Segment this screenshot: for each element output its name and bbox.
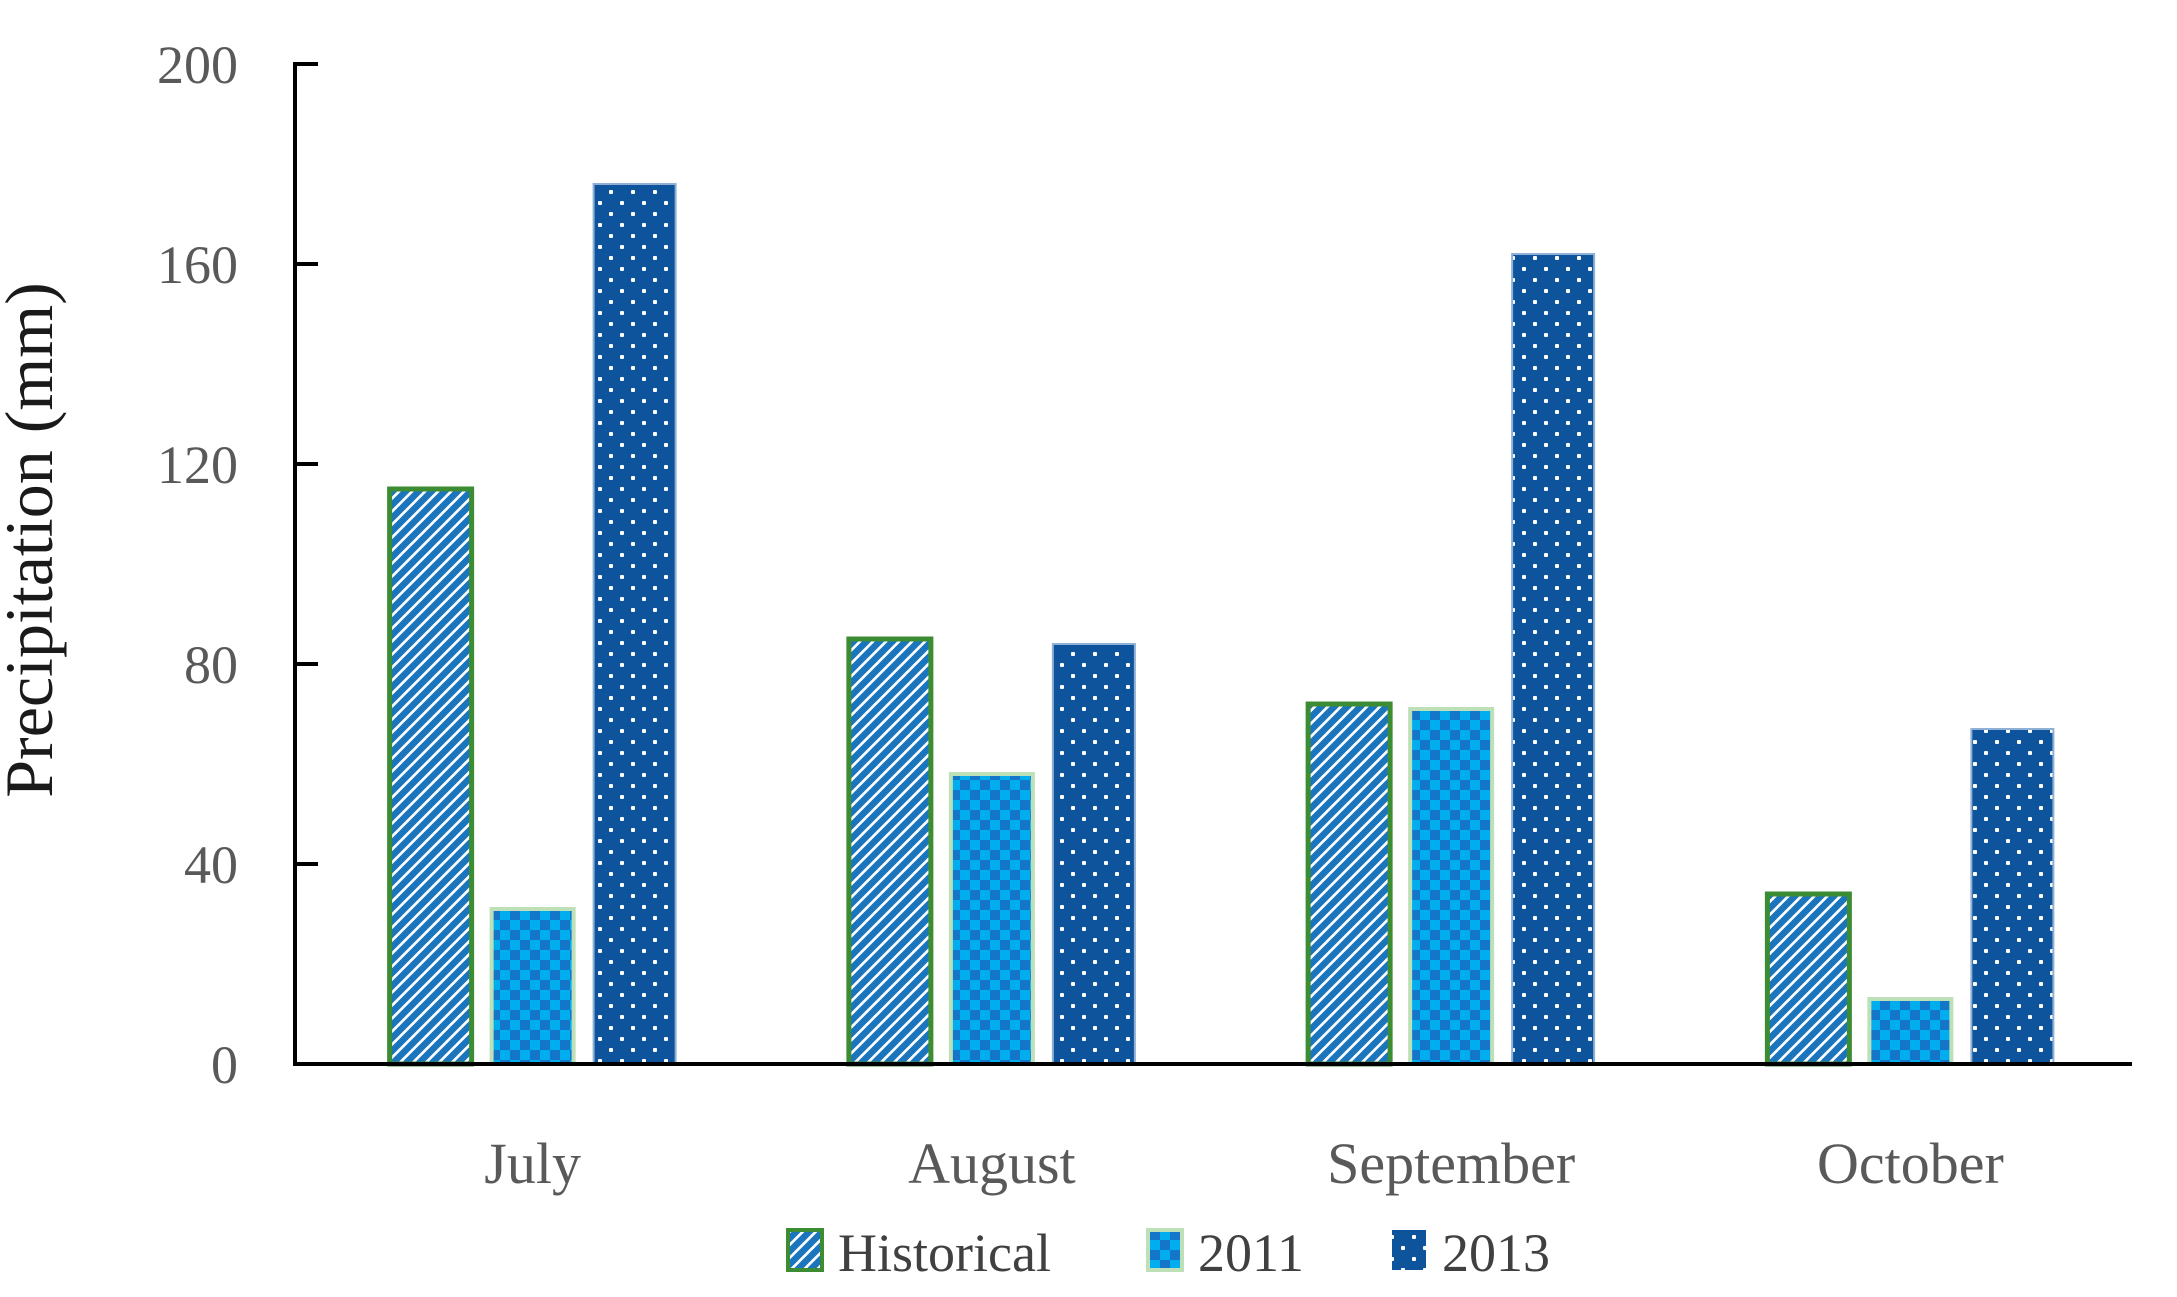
x-label-july: July xyxy=(484,1131,581,1196)
legend-item-historical: Historical xyxy=(786,1223,1051,1283)
legend-swatch-historical xyxy=(786,1228,824,1272)
bar-august-2011 xyxy=(948,772,1035,1066)
legend-swatch-2011 xyxy=(1146,1228,1184,1272)
bar-september-2013 xyxy=(1511,253,1596,1065)
legend-label-2013: 2013 xyxy=(1442,1223,1550,1283)
y-tick-label-40: 40 xyxy=(184,835,238,895)
x-label-september: September xyxy=(1327,1131,1575,1196)
y-tick-label-120: 120 xyxy=(157,435,238,495)
legend-label-2011: 2011 xyxy=(1198,1223,1304,1283)
legend-item-2013: 2013 xyxy=(1392,1223,1550,1283)
bar-october-2013 xyxy=(1970,728,2055,1065)
bar-august-historical xyxy=(846,636,934,1067)
x-label-august: August xyxy=(908,1131,1076,1196)
bar-july-2013 xyxy=(592,183,677,1065)
y-tick-label-160: 160 xyxy=(157,235,238,295)
y-tick-label-200: 200 xyxy=(157,35,238,95)
bar-october-2011 xyxy=(1867,997,1954,1066)
y-tick-label-0: 0 xyxy=(211,1035,238,1095)
bar-september-historical xyxy=(1305,701,1393,1067)
bar-july-2011 xyxy=(489,907,576,1066)
legend-item-2011: 2011 xyxy=(1146,1223,1304,1283)
bar-august-2013 xyxy=(1051,643,1136,1065)
bars-group xyxy=(387,183,2055,1067)
x-label-october: October xyxy=(1817,1131,2004,1196)
bar-september-2011 xyxy=(1408,707,1495,1066)
bar-october-historical xyxy=(1764,891,1852,1067)
axes-group: 0 40 80 120 160 200 July August September October xyxy=(157,35,2132,1196)
legend-label-historical: Historical xyxy=(838,1223,1051,1283)
y-axis-title: Precipitation (mm) xyxy=(0,282,67,798)
legend-swatch-2013 xyxy=(1392,1230,1426,1270)
legend: Historical 2011 2013 xyxy=(786,1223,1550,1283)
bar-july-historical xyxy=(387,486,475,1067)
y-tick-label-80: 80 xyxy=(184,635,238,695)
